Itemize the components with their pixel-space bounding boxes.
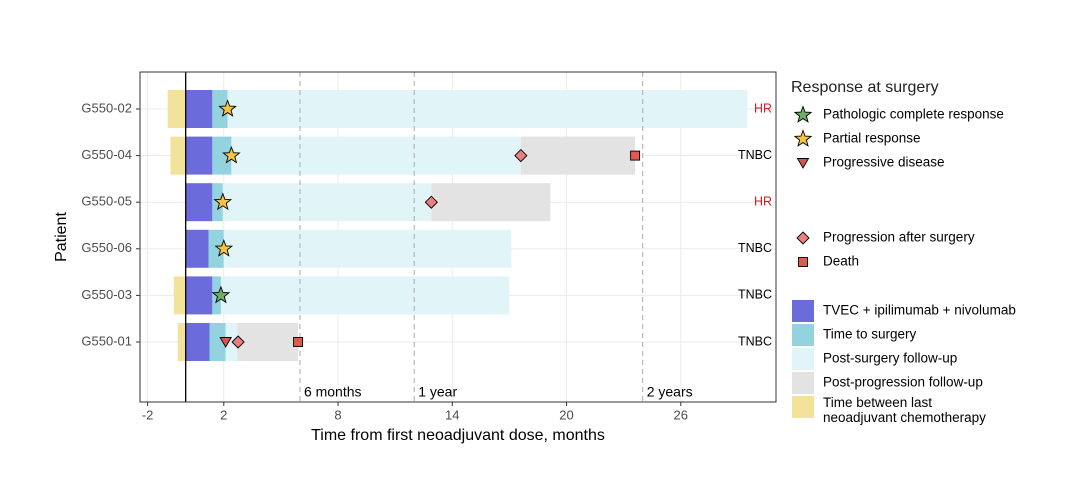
diamond-marker [514, 148, 528, 163]
x-axis-title: Time from first neoadjuvant dose, months [311, 427, 605, 444]
star-marker [222, 145, 241, 164]
x-tick-label: 20 [559, 407, 573, 422]
subtype-label: TNBC [738, 288, 772, 302]
x-tick-label: 26 [674, 407, 688, 422]
legend-swatch [792, 396, 814, 418]
subtype-label: HR [754, 101, 772, 115]
bar-segment [220, 276, 510, 315]
subtype-label: HR [754, 194, 772, 208]
legend-swatch [792, 348, 814, 370]
legend-marker [798, 257, 808, 267]
legend-label: Post-surgery follow-up [823, 351, 957, 366]
subtype-label: TNBC [738, 241, 772, 255]
legend-label: Death [823, 254, 859, 269]
square-marker [630, 150, 641, 161]
legend-label: Time to surgery [823, 327, 917, 342]
y-tick-label: G550-06 [81, 240, 132, 255]
bar-segment [177, 323, 186, 361]
x-tick-label: 14 [445, 407, 459, 422]
bar-segment [170, 136, 186, 175]
bar-segment [185, 183, 213, 222]
legend-swatch [792, 300, 814, 322]
triangle-marker [219, 337, 232, 348]
legend-title: Response at surgery [791, 79, 939, 96]
legend-label: Partial response [823, 131, 921, 146]
subtype-label: TNBC [738, 334, 772, 348]
legend-label: Post-progression follow-up [823, 375, 983, 390]
bar-segment [208, 229, 224, 268]
legend-label: Progression after surgery [823, 230, 975, 245]
bar-segment [225, 323, 238, 361]
legend-label: Pathologic complete response [823, 107, 1004, 122]
x-tick-label: 8 [334, 407, 341, 422]
bar-segment [167, 90, 186, 128]
legend-marker [793, 105, 813, 123]
bar-segment [431, 183, 551, 222]
square-marker [293, 337, 303, 347]
bar-segment [231, 136, 521, 175]
y-tick-label: G550-01 [81, 333, 132, 348]
legend-label: Time between last neoadjuvant chemothera… [823, 395, 986, 425]
y-axis-title: Patient [53, 212, 70, 262]
bar-segment [237, 323, 299, 361]
x-tick-label: 2 [220, 407, 227, 422]
bar-segment [520, 136, 636, 175]
bar-segment [185, 136, 213, 175]
star-marker [213, 192, 233, 211]
y-tick-label: G550-02 [81, 100, 132, 115]
y-tick-label: G550-05 [81, 194, 132, 209]
bar-segment [212, 90, 228, 128]
bar-segment [185, 276, 213, 315]
plot-border [139, 71, 777, 403]
bar-segment [185, 323, 210, 361]
bar-segment [222, 183, 432, 222]
bar-segment [185, 90, 213, 128]
legend-marker [793, 129, 813, 147]
bar-segment [227, 90, 748, 128]
legend-marker [796, 231, 810, 245]
reference-label: 2 years [647, 384, 693, 400]
y-tick-label: G550-03 [81, 287, 132, 302]
diamond-marker [424, 195, 438, 209]
subtype-label: TNBC [738, 148, 772, 162]
y-tick-label: G550-04 [81, 147, 132, 162]
bar-segment [173, 276, 186, 315]
bar-segment [212, 136, 232, 175]
legend-label: Progressive disease [823, 155, 945, 170]
bar-segment [209, 323, 226, 361]
legend-label-box: Time between last neoadjuvant chemothera… [823, 395, 986, 425]
legend-label: TVEC + ipilimumab + nivolumab [823, 303, 1016, 318]
bar-segment [223, 229, 512, 268]
legend-marker [796, 158, 810, 169]
reference-label: 6 months [304, 384, 362, 400]
star-marker [218, 99, 237, 117]
legend-swatch [792, 372, 814, 394]
bar-segment [185, 229, 209, 268]
star-marker [211, 285, 231, 304]
reference-label: 1 year [418, 384, 457, 400]
diamond-marker [231, 335, 245, 349]
star-marker [214, 239, 234, 257]
legend-swatch [792, 324, 814, 346]
x-tick-label: -2 [142, 407, 154, 422]
